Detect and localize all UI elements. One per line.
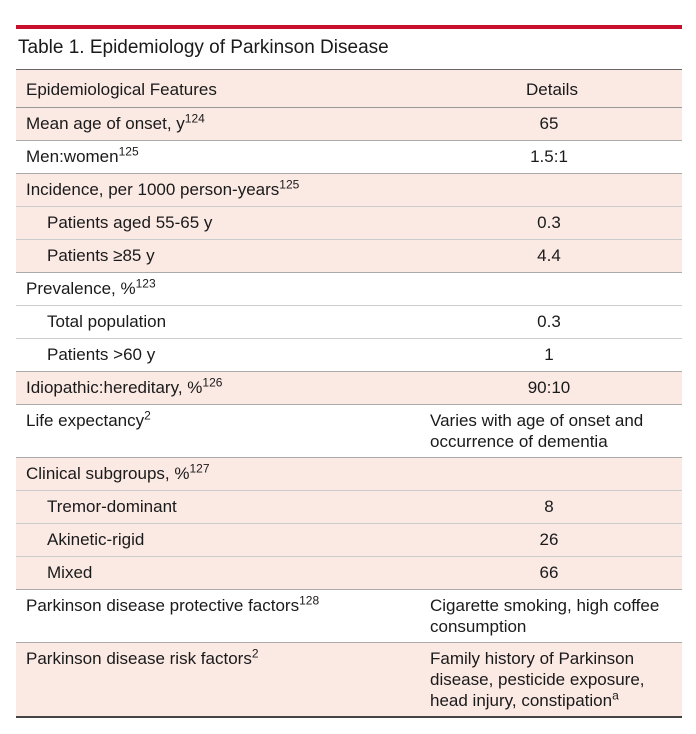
header-features: Epidemiological Features — [16, 70, 416, 108]
row-value: 0.3 — [537, 311, 561, 331]
row-label: Patients ≥85 y — [47, 245, 155, 265]
row-value: Varies with age of onset and occurrence … — [430, 410, 644, 451]
row-label: Life expectancy2 — [26, 407, 151, 430]
epidemiology-table: Epidemiological Features Details Mean ag… — [16, 69, 682, 718]
table-row: Clinical subgroups, %127 — [16, 457, 682, 490]
row-label: Parkinson disease protective factors128 — [26, 592, 320, 615]
row-value: 1.5:1 — [530, 146, 568, 166]
row-value: 66 — [539, 562, 559, 582]
row-label: Men:women125 — [26, 143, 139, 166]
row-value — [416, 173, 682, 206]
row-value: 90:10 — [527, 377, 571, 397]
table-row: Mixed 66 — [16, 556, 682, 589]
table-row: Idiopathic:hereditary, %126 90:10 — [16, 371, 682, 404]
table-title: Table 1. Epidemiology of Parkinson Disea… — [18, 37, 389, 58]
row-value — [416, 457, 682, 490]
row-label: Patients >60 y — [47, 344, 156, 364]
table-row: Patients ≥85 y 4.4 — [16, 239, 682, 272]
row-label: Total population — [47, 311, 167, 331]
row-label: Akinetic-rigid — [47, 529, 145, 549]
row-label: Incidence, per 1000 person-years125 — [26, 176, 300, 199]
row-label: Parkinson disease risk factors2 — [26, 645, 259, 668]
row-label: Clinical subgroups, %127 — [26, 460, 210, 483]
table-row: Mean age of onset, y124 65 — [16, 107, 682, 140]
row-label: Mean age of onset, y124 — [26, 110, 205, 133]
row-value: 1 — [544, 344, 554, 364]
footnote-marker: a — [612, 687, 619, 702]
header-row: Epidemiological Features Details — [16, 70, 682, 108]
table-row: Tremor-dominant 8 — [16, 490, 682, 523]
row-value: 4.4 — [537, 245, 561, 265]
row-label: Mixed — [47, 562, 93, 582]
row-value: Cigarette smoking, high coffee consumpti… — [430, 595, 660, 636]
table-row: Total population 0.3 — [16, 305, 682, 338]
table-row: Incidence, per 1000 person-years125 — [16, 173, 682, 206]
row-label: Patients aged 55-65 y — [47, 212, 213, 232]
accent-bar — [16, 25, 682, 29]
table-row: Parkinson disease risk factors2 Family h… — [16, 642, 682, 716]
row-value — [416, 272, 682, 305]
row-value: 8 — [544, 496, 554, 516]
table-row: Patients aged 55-65 y 0.3 — [16, 206, 682, 239]
header-details: Details — [416, 70, 682, 108]
row-value: 26 — [539, 529, 559, 549]
table-row: Prevalence, %123 — [16, 272, 682, 305]
row-value: Family history of Parkinson disease, pes… — [430, 648, 645, 710]
table-row: Men:women125 1.5:1 — [16, 140, 682, 173]
row-value: 65 — [539, 113, 559, 133]
row-value: 0.3 — [537, 212, 561, 232]
row-label: Prevalence, %123 — [26, 275, 156, 298]
row-label: Idiopathic:hereditary, %126 — [26, 374, 223, 397]
row-label: Tremor-dominant — [47, 496, 177, 516]
table-row: Life expectancy2 Varies with age of onse… — [16, 404, 682, 457]
table-row: Parkinson disease protective factors128 … — [16, 589, 682, 642]
table-row: Patients >60 y 1 — [16, 338, 682, 371]
table-row: Akinetic-rigid 26 — [16, 523, 682, 556]
